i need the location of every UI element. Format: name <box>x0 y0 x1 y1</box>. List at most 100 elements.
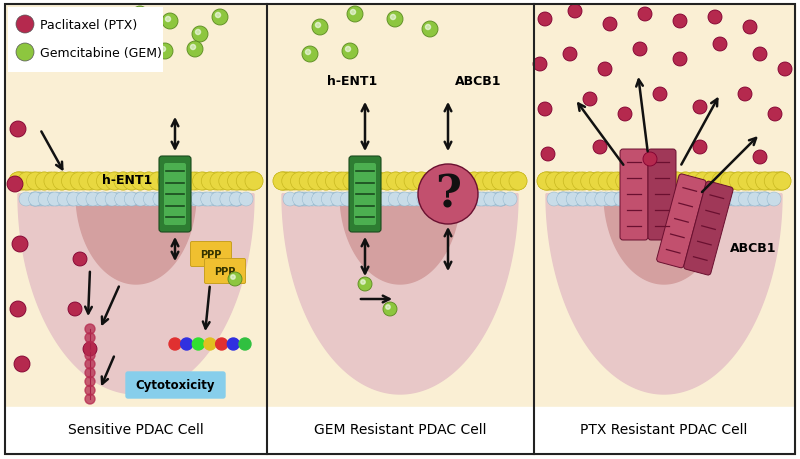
Circle shape <box>85 377 95 386</box>
Circle shape <box>541 148 555 162</box>
Circle shape <box>690 193 705 207</box>
Circle shape <box>315 23 321 28</box>
Circle shape <box>768 108 782 122</box>
Circle shape <box>758 193 771 207</box>
Circle shape <box>558 173 576 190</box>
Circle shape <box>361 173 378 190</box>
Circle shape <box>494 193 507 207</box>
Circle shape <box>175 173 193 190</box>
Circle shape <box>187 193 201 207</box>
Circle shape <box>726 193 740 207</box>
Circle shape <box>586 193 599 207</box>
Circle shape <box>67 193 81 207</box>
Circle shape <box>86 193 100 207</box>
Circle shape <box>659 173 677 190</box>
Circle shape <box>390 16 395 21</box>
Circle shape <box>731 193 746 207</box>
Circle shape <box>477 193 490 207</box>
Circle shape <box>30 173 48 190</box>
Circle shape <box>653 88 667 102</box>
Circle shape <box>432 193 446 207</box>
Text: ?: ? <box>435 173 461 216</box>
Circle shape <box>703 173 721 190</box>
Bar <box>267 5 534 454</box>
Circle shape <box>603 18 617 32</box>
Circle shape <box>317 173 334 190</box>
Circle shape <box>448 173 466 190</box>
FancyBboxPatch shape <box>354 164 376 225</box>
Circle shape <box>754 193 768 207</box>
Circle shape <box>346 47 350 52</box>
Circle shape <box>282 173 300 190</box>
Circle shape <box>26 173 44 190</box>
Circle shape <box>745 193 758 207</box>
Circle shape <box>692 173 710 190</box>
Circle shape <box>681 193 695 207</box>
Circle shape <box>194 173 212 190</box>
Circle shape <box>74 173 92 190</box>
Circle shape <box>673 15 687 29</box>
Circle shape <box>417 193 431 207</box>
Circle shape <box>220 193 234 207</box>
Circle shape <box>599 193 613 207</box>
Circle shape <box>324 173 342 190</box>
Circle shape <box>554 173 573 190</box>
Circle shape <box>10 122 26 138</box>
Circle shape <box>114 173 133 190</box>
FancyBboxPatch shape <box>648 150 676 241</box>
Circle shape <box>340 193 354 207</box>
Circle shape <box>445 193 459 207</box>
Circle shape <box>484 193 498 207</box>
Circle shape <box>694 173 712 190</box>
Circle shape <box>274 173 292 190</box>
Circle shape <box>201 193 214 207</box>
Circle shape <box>329 193 343 207</box>
Circle shape <box>361 193 375 207</box>
Circle shape <box>390 193 403 207</box>
Circle shape <box>290 173 308 190</box>
Circle shape <box>426 25 430 30</box>
Circle shape <box>759 193 773 207</box>
Circle shape <box>54 193 69 207</box>
Circle shape <box>158 173 175 190</box>
Circle shape <box>291 193 305 207</box>
Circle shape <box>98 173 116 190</box>
Circle shape <box>446 193 460 207</box>
Polygon shape <box>282 195 518 394</box>
Circle shape <box>623 193 638 207</box>
Circle shape <box>659 173 678 190</box>
Circle shape <box>181 338 193 350</box>
Circle shape <box>14 356 30 372</box>
Circle shape <box>467 193 482 207</box>
Circle shape <box>279 173 297 190</box>
Circle shape <box>16 44 34 62</box>
Circle shape <box>273 173 291 190</box>
Circle shape <box>387 12 403 28</box>
Circle shape <box>338 173 356 190</box>
Circle shape <box>557 193 570 207</box>
Circle shape <box>752 173 770 190</box>
FancyBboxPatch shape <box>349 157 381 233</box>
Circle shape <box>122 173 141 190</box>
Circle shape <box>735 173 754 190</box>
Circle shape <box>32 193 46 207</box>
Circle shape <box>555 193 569 207</box>
Circle shape <box>407 193 422 207</box>
Circle shape <box>673 53 687 67</box>
Circle shape <box>547 193 561 207</box>
Circle shape <box>494 193 507 207</box>
Circle shape <box>292 193 306 207</box>
Circle shape <box>85 333 95 343</box>
Circle shape <box>153 193 167 207</box>
Circle shape <box>741 173 759 190</box>
Circle shape <box>462 193 476 207</box>
Circle shape <box>413 173 431 190</box>
Circle shape <box>668 173 686 190</box>
Circle shape <box>722 173 740 190</box>
Circle shape <box>382 193 396 207</box>
Circle shape <box>41 173 59 190</box>
Circle shape <box>378 173 396 190</box>
Circle shape <box>308 173 326 190</box>
Circle shape <box>481 193 494 207</box>
Circle shape <box>642 173 661 190</box>
